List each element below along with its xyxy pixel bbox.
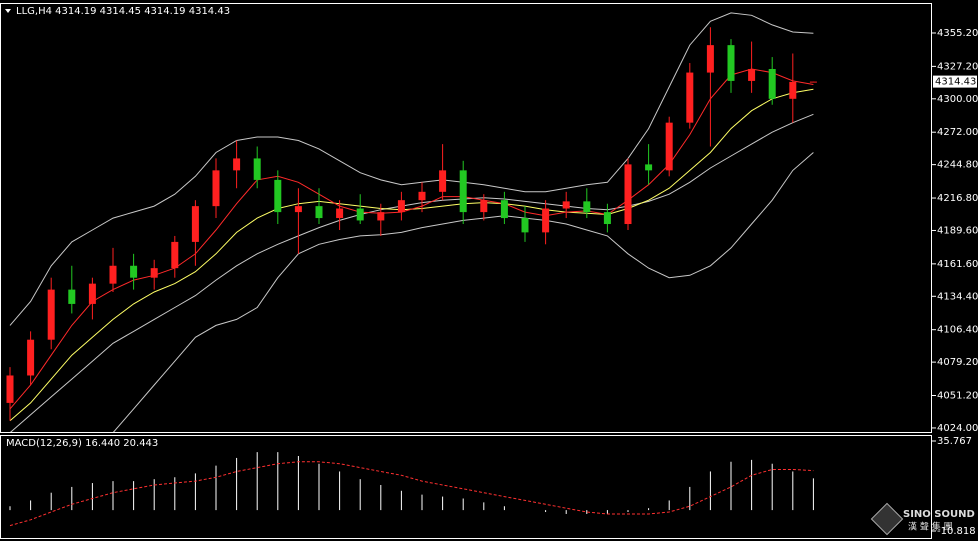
y-tick-label: 4189.60: [937, 225, 978, 236]
y-tick-label: 4355.20: [937, 28, 978, 39]
candle-body: [583, 201, 591, 213]
candle-body: [727, 45, 735, 81]
price-label: 4314.43: [935, 77, 976, 88]
macd-title: MACD(12,26,9) 16.440 20.443: [6, 438, 158, 449]
candle-body: [706, 45, 714, 73]
candle-body: [377, 212, 385, 221]
candle-body: [459, 170, 467, 213]
candle-body: [542, 208, 550, 233]
y-tick-label: 4216.80: [937, 193, 978, 204]
candle-body: [336, 208, 344, 219]
watermark-subtitle: 漢 聲 集 團: [908, 521, 953, 533]
candle-body: [665, 122, 673, 171]
candle-body: [418, 191, 426, 201]
candle-body: [6, 375, 14, 403]
y-tick-label: 4161.60: [937, 259, 978, 270]
chart-title: LLG,H4 4314.19 4314.45 4314.19 4314.43: [16, 6, 230, 17]
candle-body: [233, 158, 241, 171]
candle-body: [768, 68, 776, 99]
candle-body: [212, 170, 220, 207]
indicator-line: [10, 113, 814, 432]
candle-body: [500, 200, 508, 219]
y-tick-label: 4079.20: [937, 357, 978, 368]
signal-line: [9, 461, 814, 527]
macd-pane: [0, 435, 932, 539]
candle-body: [294, 206, 302, 213]
candle-body: [521, 218, 529, 233]
y-tick-label: 4300.00: [937, 94, 978, 105]
candle-body: [274, 179, 282, 213]
candle-body: [480, 200, 488, 213]
candle-body: [439, 170, 447, 192]
candle-body: [397, 200, 405, 213]
y-tick-label: 4244.80: [937, 160, 978, 171]
candle-body: [603, 212, 611, 225]
candle-body: [809, 81, 817, 83]
y-tick-label: 4272.00: [937, 127, 978, 138]
watermark-title: SINO SOUND: [903, 509, 975, 520]
y-tick-label: 4327.20: [937, 61, 978, 72]
candle-body: [748, 68, 756, 81]
y-tick-label: 4134.40: [937, 291, 978, 302]
candle-body: [789, 81, 797, 99]
candle-body: [88, 283, 96, 304]
candle-body: [253, 158, 261, 180]
menu-arrow: [5, 9, 11, 13]
candle-body: [645, 164, 653, 171]
y-tick-label: -10.818: [937, 526, 976, 537]
candle-body: [130, 265, 138, 278]
watermark-logo: [870, 502, 904, 536]
price-marker: [933, 75, 977, 88]
candle-body: [624, 164, 632, 225]
indicator-line: [112, 152, 814, 432]
indicator-line: [9, 68, 814, 410]
y-tick-label: 4051.20: [937, 391, 978, 402]
candle-body: [191, 206, 199, 242]
candle-body: [27, 339, 35, 376]
candle-body: [171, 241, 179, 269]
candle-body: [47, 289, 55, 340]
main-pane: [0, 3, 932, 433]
candle-body: [562, 201, 570, 209]
indicator-line: [9, 12, 814, 326]
candle-body: [68, 289, 76, 304]
y-tick-label: 4024.00: [937, 423, 978, 434]
candle-body: [109, 265, 117, 284]
y-tick-label: 35.767: [937, 436, 972, 447]
candle-body: [356, 208, 364, 221]
y-tick-label: 4106.40: [937, 325, 978, 336]
candle-body: [315, 206, 323, 219]
candle-body: [150, 268, 158, 278]
candle-body: [686, 72, 694, 123]
watermark: SINO SOUND 漢 聲 集 團: [870, 502, 975, 536]
